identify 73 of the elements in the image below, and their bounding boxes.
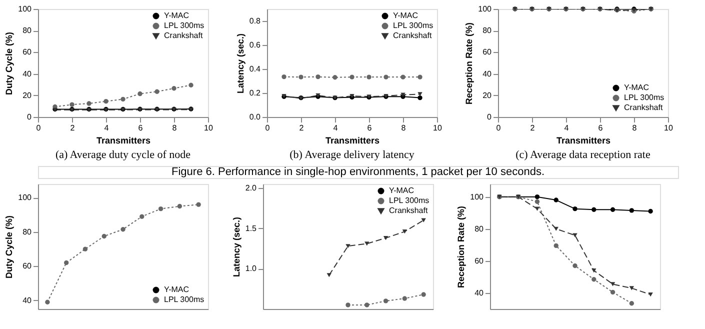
y-tick-label: 100 — [18, 4, 32, 14]
x-tick-label: 8 — [401, 124, 406, 132]
legend-label: Y-MAC — [164, 285, 190, 294]
legend-label: LPL 300ms — [624, 93, 664, 102]
y-tick-label: 60 — [482, 48, 492, 57]
x-tick-label: 4 — [104, 124, 110, 132]
y-axis-title: Latency (sec.) — [231, 216, 242, 278]
y-tick-label: 80 — [474, 224, 484, 234]
y-tick-label: 1.0 — [245, 264, 258, 274]
y-tick-label: 40 — [22, 69, 32, 78]
x-tick-label: 8 — [632, 124, 638, 132]
y-tick-label: 60 — [474, 256, 484, 266]
x-tick-label: 10 — [433, 124, 442, 132]
y-axis-title: Duty Cycle (%) — [4, 32, 14, 96]
legend-label: Y-MAC — [624, 83, 650, 92]
x-tick-label: 10 — [204, 124, 214, 132]
legend-label: LPL 300ms — [164, 21, 204, 30]
x-tick-label: 0 — [496, 124, 502, 132]
legend-label: Crankshaft — [393, 31, 432, 40]
y-tick-label: 100 — [18, 193, 32, 202]
y-tick-label: 40 — [482, 69, 492, 78]
x-axis-title: Transmitters — [96, 136, 151, 146]
x-tick-label: 10 — [664, 124, 674, 132]
y-tick-label: 80 — [482, 26, 492, 36]
y-tick-label: 20 — [482, 90, 492, 100]
y-tick-label: 0.8 — [249, 16, 262, 26]
y-tick-label: 40 — [474, 288, 484, 298]
x-tick-label: 2 — [299, 124, 304, 132]
legend-label: Y-MAC — [389, 186, 414, 195]
x-axis-title: Transmitters — [325, 136, 380, 146]
text: Figure 6. Performance in single-hop environments, 1 packet per 10 seconds. — [172, 166, 544, 178]
y-tick-label: 20 — [22, 90, 32, 100]
text: (b) Average delivery latency — [290, 149, 415, 161]
y-tick-label: 60 — [22, 48, 32, 57]
x-tick-label: 6 — [598, 124, 604, 132]
text: (a) Average duty cycle of node — [55, 149, 191, 161]
legend-label: LPL 300ms — [389, 196, 430, 205]
y-tick-label: 80 — [22, 26, 32, 36]
text: (c) Average data reception rate — [516, 149, 650, 161]
y-tick-label: 0 — [27, 112, 32, 122]
x-tick-label: 0 — [265, 124, 270, 132]
x-tick-label: 8 — [172, 124, 178, 132]
y-axis-title: Reception Rate (%) — [464, 22, 474, 105]
x-tick-label: 4 — [564, 124, 570, 132]
x-tick-label: 6 — [367, 124, 372, 132]
y-tick-label: 60 — [22, 262, 32, 271]
y-tick-label: 40 — [22, 296, 32, 305]
y-tick-label: 0 — [487, 112, 492, 122]
y-tick-label: 2.0 — [245, 184, 258, 193]
x-tick-label: 6 — [138, 124, 144, 132]
y-tick-label: 100 — [470, 192, 484, 202]
x-axis-title: Transmitters — [556, 136, 611, 146]
legend-label: LPL 300ms — [164, 295, 204, 304]
legend-label: Crankshaft — [624, 103, 664, 112]
legend-label: Y-MAC — [393, 11, 418, 20]
legend-label: Y-MAC — [164, 11, 190, 20]
legend-label: Crankshaft — [164, 31, 204, 40]
y-tick-label: 0.2 — [249, 88, 262, 98]
x-tick-label: 2 — [530, 124, 536, 132]
y-tick-label: 1.5 — [245, 224, 258, 233]
y-axis-title: Duty Cycle (%) — [4, 215, 14, 279]
x-tick-label: 2 — [70, 124, 76, 132]
x-tick-label: 0 — [36, 124, 42, 132]
y-tick-label: 80 — [22, 227, 32, 236]
legend-label: LPL 300ms — [393, 21, 434, 30]
y-tick-label: 0.0 — [249, 112, 262, 122]
y-axis-title: Reception Rate (%) — [456, 206, 466, 288]
legend-label: Crankshaft — [389, 206, 428, 215]
x-tick-label: 4 — [333, 124, 338, 132]
y-tick-label: 0.4 — [249, 64, 262, 74]
y-tick-label: 100 — [478, 4, 492, 14]
y-axis-title: Latency (sec.) — [235, 33, 246, 94]
y-tick-label: 0.6 — [249, 40, 262, 50]
